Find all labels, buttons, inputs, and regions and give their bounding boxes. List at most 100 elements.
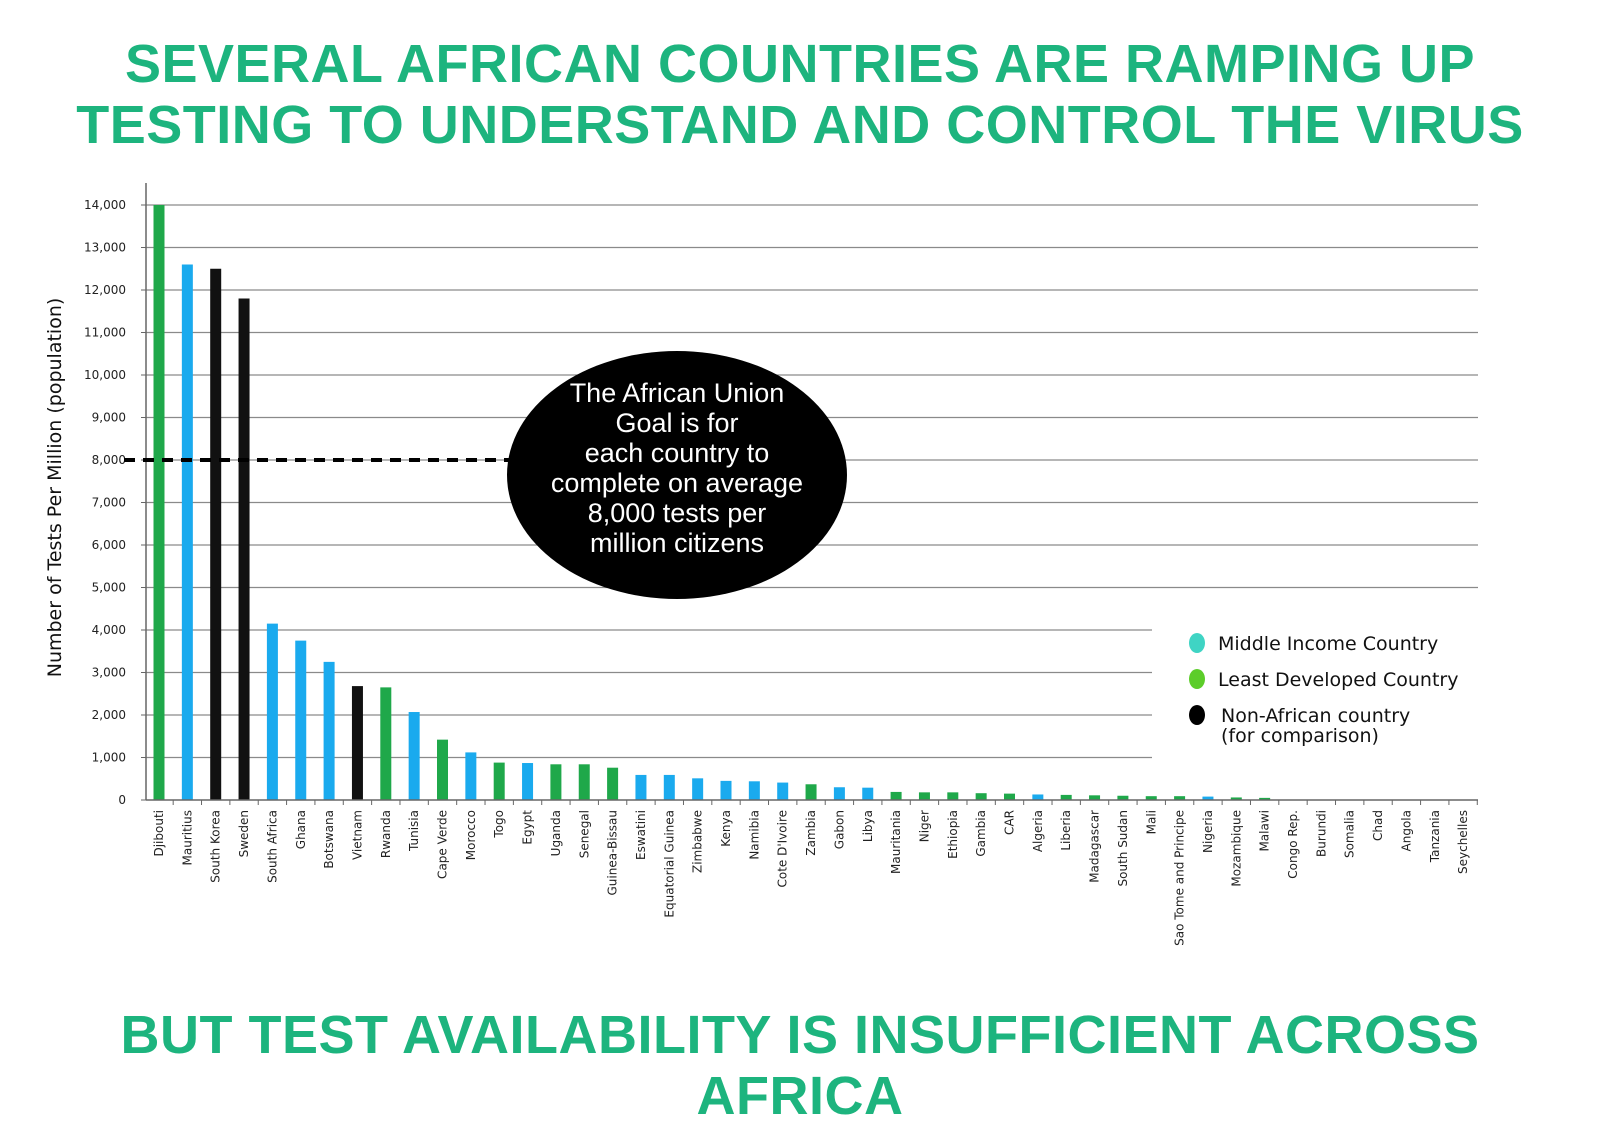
bar xyxy=(210,268,222,800)
title-line-1: SEVERAL AFRICAN COUNTRIES ARE RAMPING UP xyxy=(124,34,1476,94)
x-tick-label: Equatorial Guinea xyxy=(662,810,676,918)
x-tick-label: Liberia xyxy=(1059,810,1073,851)
footer-line-1: BUT TEST AVAILABILITY IS INSUFFICIENT AC… xyxy=(120,1005,1480,1065)
bar xyxy=(153,205,165,800)
bar xyxy=(1032,794,1044,800)
x-tick-label: Sweden xyxy=(237,810,251,857)
bar xyxy=(1259,797,1271,800)
x-tick-label: Vietnam xyxy=(350,810,364,860)
bar xyxy=(1174,796,1186,800)
bar xyxy=(437,739,448,800)
bar xyxy=(181,264,193,800)
bar xyxy=(692,778,704,800)
x-tick-label: Gambia xyxy=(974,810,988,857)
x-tick-label: Ethiopia xyxy=(946,810,960,859)
x-tick-label: Zambia xyxy=(804,810,818,856)
bar xyxy=(578,764,590,800)
x-tick-label: South Africa xyxy=(265,810,279,883)
bar xyxy=(720,780,732,800)
x-tick-label: Mali xyxy=(1144,810,1158,834)
x-tick-label: Uganda xyxy=(549,810,563,856)
x-tick-label: Rwanda xyxy=(379,810,393,858)
y-tick-label: 3,000 xyxy=(92,666,126,680)
bar xyxy=(1004,793,1015,800)
legend-swatch xyxy=(1189,705,1205,725)
x-tick-label: Djibouti xyxy=(152,810,166,857)
y-tick-label: 6,000 xyxy=(92,538,126,552)
x-tick-label: Botswana xyxy=(322,810,336,869)
x-tick-label: South Korea xyxy=(209,810,223,883)
y-tick-label: 4,000 xyxy=(92,623,126,637)
x-tick-label: Angola xyxy=(1399,810,1413,851)
bars xyxy=(153,205,1271,800)
x-tick-label: Morocco xyxy=(464,810,478,860)
x-tick-label: Eswatini xyxy=(634,810,648,860)
x-tick-label: South Sudan xyxy=(1116,810,1130,887)
x-tick-label: Cape Verde xyxy=(436,810,450,879)
bar xyxy=(918,792,930,800)
x-tick-label: Egypt xyxy=(521,810,535,845)
bar xyxy=(777,782,789,800)
x-tick-label: Algeria xyxy=(1031,810,1045,852)
legend-swatch xyxy=(1189,633,1205,653)
bar xyxy=(890,791,902,800)
x-tick-label: Mauritius xyxy=(180,810,194,865)
x-tick-label: Chad xyxy=(1371,810,1385,841)
x-tick-label: Mozambique xyxy=(1229,810,1243,887)
bar xyxy=(1117,795,1129,800)
legend-label: Middle Income Country xyxy=(1218,633,1438,655)
bar xyxy=(380,687,392,800)
legend-label: Least Developed Country xyxy=(1218,669,1458,691)
x-tick-label: Senegal xyxy=(577,810,591,858)
x-tick-label: Somalia xyxy=(1343,810,1357,858)
bar xyxy=(947,792,959,800)
y-tick-label: 13,000 xyxy=(84,241,126,255)
legend-background xyxy=(1152,603,1478,763)
x-tick-label: Malawi xyxy=(1258,810,1272,852)
bar xyxy=(1060,794,1072,800)
page-title: SEVERAL AFRICAN COUNTRIES ARE RAMPING UP… xyxy=(0,34,1600,156)
bar xyxy=(1089,795,1101,800)
x-tick-label: Seychelles xyxy=(1456,810,1470,874)
bar xyxy=(748,781,760,800)
bar xyxy=(975,793,987,800)
bar xyxy=(607,767,619,800)
y-tick-label: 2,000 xyxy=(92,708,126,722)
bar xyxy=(833,787,845,800)
x-tick-label: Nigeria xyxy=(1201,810,1215,853)
bar xyxy=(465,752,477,800)
bar xyxy=(522,763,534,800)
x-tick-label: Tunisia xyxy=(407,810,421,852)
y-tick-label: 1,000 xyxy=(92,751,126,765)
bar xyxy=(323,661,335,800)
x-tick-label: Niger xyxy=(917,810,931,842)
title-line-2: TESTING TO UNDERSTAND AND CONTROL THE VI… xyxy=(76,95,1524,155)
bar xyxy=(493,762,505,800)
x-tick-label: Mauritania xyxy=(889,810,903,874)
x-tick-label: Gabon xyxy=(832,810,846,849)
y-axis-label: Number of Tests Per Million (population) xyxy=(44,298,66,678)
y-tick-label: 14,000 xyxy=(84,198,126,212)
goal-annotation-line: The African Union xyxy=(570,378,785,408)
x-tick-label: Zimbabwe xyxy=(691,810,705,873)
goal-annotation-line: complete on average xyxy=(551,468,803,498)
bar-chart: 0 1,000 2,000 3,000 4,000 5,000 6,000 7,000 8,00… xyxy=(44,183,1478,946)
bar xyxy=(238,298,250,800)
goal-annotation-line: each country to xyxy=(585,438,770,468)
y-tick-label: 10,000 xyxy=(84,368,126,382)
bar xyxy=(1202,796,1214,800)
y-axis-ticks: 0 1,000 2,000 3,000 4,000 5,000 6,000 7,000 8,00… xyxy=(84,198,146,807)
y-tick-label: 8,000 xyxy=(92,453,126,467)
goal-annotation-bubble xyxy=(507,351,847,599)
goal-annotation-line: million citizens xyxy=(590,528,764,558)
bar xyxy=(295,640,307,800)
y-tick-label: 0 xyxy=(118,793,126,807)
x-tick-label: Cote D'Ivoire xyxy=(776,810,790,888)
x-tick-label: Ghana xyxy=(294,810,308,849)
y-tick-label: 7,000 xyxy=(92,496,126,510)
bar xyxy=(351,686,363,800)
bar xyxy=(805,784,817,800)
y-tick-label: 9,000 xyxy=(92,411,126,425)
